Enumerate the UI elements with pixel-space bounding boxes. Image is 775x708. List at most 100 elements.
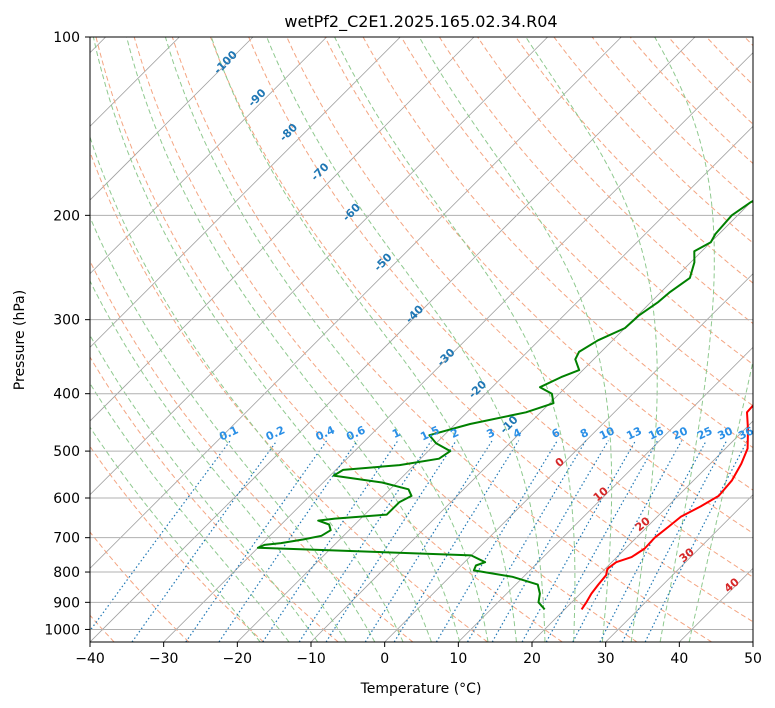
sounding-series	[256, 199, 753, 611]
moist-adiabat-label: -40	[403, 302, 426, 325]
chart-title: wetPf2_C2E1.2025.165.02.34.R04	[284, 12, 557, 32]
y-tick-label: 200	[53, 208, 80, 224]
y-tick-label: 800	[53, 565, 80, 581]
x-tick-label: −40	[75, 651, 105, 667]
x-tick-label: 10	[449, 651, 467, 667]
moist-adiabat-line	[90, 382, 290, 642]
dry-adiabat-line	[324, 37, 753, 491]
moist-adiabat-line	[210, 37, 517, 642]
dry-adiabat-line	[477, 37, 753, 325]
x-tick-label: 20	[523, 651, 541, 667]
mixing-ratio-label: 20	[671, 424, 691, 442]
mixing-ratio-line	[393, 440, 520, 642]
mixing-ratio-label: 36	[736, 424, 756, 442]
moist-adiabat-line	[334, 37, 576, 642]
moist-adiabat-line	[126, 37, 461, 642]
mixing-ratio-line	[644, 440, 748, 642]
y-tick-label: 100	[53, 30, 80, 46]
isotherm-line	[90, 37, 622, 569]
x-axis-label: Temperature (°C)	[360, 681, 482, 697]
mixing-ratio-line	[466, 440, 587, 642]
y-axis-ticks: 100 200 300 400 500 600 700 800 900 1000	[44, 30, 90, 638]
mixing-ratio-label: 0.4	[314, 423, 337, 443]
moist-adiabat-label: -60	[340, 201, 363, 224]
mixing-ratio-label: 10	[597, 424, 617, 442]
x-tick-label: 0	[380, 651, 389, 667]
background-lines	[90, 37, 753, 642]
dry-adiabat-line	[90, 150, 488, 642]
y-tick-label: 600	[53, 491, 80, 507]
y-tick-label: 500	[53, 444, 80, 460]
plot-frame	[89, 36, 754, 643]
mixing-ratio-line	[572, 440, 683, 642]
mixing-ratio-label: 25	[695, 424, 714, 442]
dry-adiabat-label: 30	[677, 545, 697, 565]
dry-adiabat-line	[95, 37, 563, 642]
dry-adiabat-line	[90, 356, 339, 642]
moist-adiabat-label: -70	[308, 160, 331, 183]
moist-adiabat-line	[525, 37, 658, 642]
y-tick-label: 300	[53, 313, 80, 329]
isotherm-line	[752, 641, 753, 642]
mixing-ratio-line	[131, 440, 278, 642]
isotherm-line	[679, 567, 753, 642]
x-tick-label: 30	[597, 651, 615, 667]
moist-adiabat-line	[90, 135, 404, 642]
mixing-ratio-label: 30	[716, 424, 736, 442]
mixing-ratio-label: 3	[485, 426, 497, 441]
x-tick-label: −10	[296, 651, 326, 667]
dry-adiabat-line	[553, 37, 753, 244]
isotherm-line	[384, 273, 753, 642]
mixing-ratio-line	[621, 440, 728, 642]
x-tick-label: 40	[670, 651, 688, 667]
dry-adiabat-label: 40	[722, 575, 742, 595]
isotherm-line	[163, 52, 753, 642]
y-tick-label: 400	[53, 387, 80, 403]
dry-adiabat-line	[744, 37, 753, 47]
moist-adiabat-line	[90, 334, 319, 642]
moist-adiabat-line	[688, 358, 753, 642]
moist-adiabat-label: -100	[211, 48, 240, 77]
temperature-profile-line	[580, 403, 753, 610]
isotherm-line	[237, 125, 753, 642]
dry-adiabat-line	[706, 37, 753, 86]
isotherm-line	[90, 37, 254, 201]
mixing-ratio-line	[435, 440, 558, 642]
mixing-ratio-line	[521, 440, 637, 642]
mixing-ratio-label: 1	[390, 426, 402, 441]
isotherm-line	[90, 37, 327, 275]
mixing-ratio-line	[262, 440, 399, 642]
mixing-ratio-label: 16	[646, 424, 666, 442]
dry-adiabat-line	[438, 37, 753, 366]
moist-adiabat-line	[654, 37, 715, 642]
isotherm-line	[90, 37, 475, 422]
isotherm-line	[531, 420, 753, 642]
x-tick-label: −30	[149, 651, 179, 667]
y-axis-label: Pressure (hPa)	[12, 290, 28, 390]
isotherm-line	[458, 346, 753, 642]
x-tick-label: 50	[744, 651, 762, 667]
dry-adiabat-line	[90, 531, 190, 642]
mixing-ratio-line	[90, 440, 231, 632]
moist-adiabat-line	[90, 426, 261, 642]
mixing-ratio-line	[185, 440, 328, 642]
mixing-ratio-label: 2	[449, 426, 461, 441]
mixing-ratio-line	[545, 440, 659, 642]
isotherm-line	[605, 494, 753, 642]
dry-adiabat-line	[515, 37, 753, 284]
mixing-ratio-label: 0.1	[217, 423, 240, 443]
dry-adiabat-label: 20	[633, 514, 653, 534]
dry-adiabat-line	[210, 37, 753, 623]
isotherm-line	[90, 37, 696, 642]
mixing-ratio-line	[325, 440, 457, 642]
dry-adiabat-line	[90, 445, 264, 642]
dry-adiabat-line	[90, 259, 414, 642]
isotherm-line	[90, 37, 548, 496]
mixing-ratio-label: 13	[624, 424, 643, 442]
moist-adiabat-label: -30	[434, 346, 457, 369]
y-tick-label: 1000	[44, 622, 80, 638]
mixing-ratio-label: 8	[578, 426, 590, 441]
moist-adiabat-line	[92, 37, 432, 642]
dry-adiabat-line	[133, 37, 638, 642]
